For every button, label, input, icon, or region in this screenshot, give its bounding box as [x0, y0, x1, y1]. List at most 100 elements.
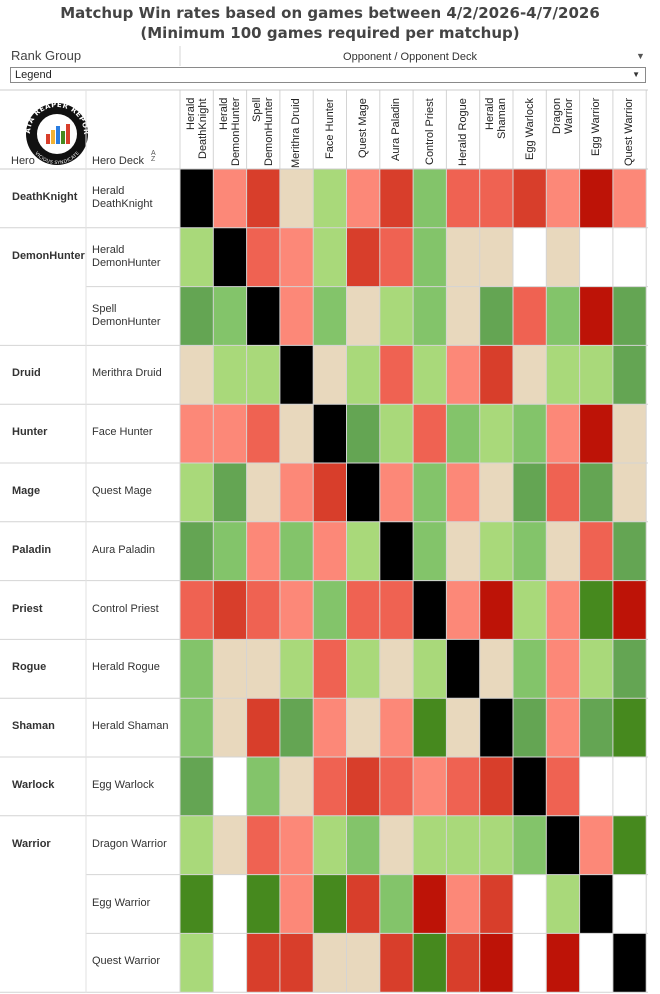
heatmap-cell[interactable]	[180, 227, 214, 287]
heatmap-cell[interactable]	[213, 463, 247, 522]
heatmap-cell[interactable]	[579, 286, 613, 346]
heatmap-cell[interactable]	[612, 757, 647, 816]
heatmap-cell[interactable]	[513, 345, 547, 405]
heatmap-cell[interactable]	[313, 815, 347, 875]
heatmap-cell[interactable]	[180, 874, 214, 934]
heatmap-cell[interactable]	[546, 580, 580, 640]
heatmap-cell[interactable]	[612, 580, 647, 640]
heatmap-cell[interactable]	[279, 227, 314, 287]
heatmap-cell[interactable]	[246, 404, 280, 463]
heatmap-cell[interactable]	[479, 933, 513, 993]
heatmap-cell[interactable]	[180, 345, 214, 405]
heatmap-cell[interactable]	[346, 933, 380, 993]
heatmap-cell[interactable]	[479, 345, 513, 405]
rank-group-dropdown[interactable]: Legend ▼	[10, 67, 646, 83]
heatmap-cell[interactable]	[246, 933, 280, 993]
heatmap-cell[interactable]	[279, 580, 314, 640]
heatmap-cell[interactable]	[513, 639, 547, 699]
heatmap-cell[interactable]	[612, 815, 647, 875]
heatmap-cell[interactable]	[180, 169, 214, 228]
heatmap-cell[interactable]	[279, 698, 314, 757]
heatmap-cell[interactable]	[213, 757, 247, 816]
heatmap-cell[interactable]	[279, 933, 314, 993]
heatmap-cell[interactable]	[213, 815, 247, 875]
heatmap-cell[interactable]	[246, 345, 280, 405]
heatmap-cell[interactable]	[413, 874, 447, 934]
heatmap-cell[interactable]	[180, 933, 214, 993]
heatmap-cell[interactable]	[546, 933, 580, 993]
heatmap-cell[interactable]	[180, 639, 214, 699]
heatmap-cell[interactable]	[213, 169, 247, 228]
heatmap-cell[interactable]	[479, 815, 513, 875]
heatmap-cell[interactable]	[379, 169, 414, 228]
heatmap-cell[interactable]	[479, 580, 513, 640]
heatmap-cell[interactable]	[546, 815, 580, 875]
heatmap-cell[interactable]	[579, 345, 613, 405]
heatmap-cell[interactable]	[612, 933, 647, 993]
heatmap-cell[interactable]	[446, 933, 480, 993]
heatmap-cell[interactable]	[279, 286, 314, 346]
heatmap-cell[interactable]	[513, 404, 547, 463]
heatmap-cell[interactable]	[279, 639, 314, 699]
heatmap-cell[interactable]	[413, 698, 447, 757]
heatmap-cell[interactable]	[479, 463, 513, 522]
heatmap-cell[interactable]	[546, 639, 580, 699]
heatmap-cell[interactable]	[379, 404, 414, 463]
heatmap-cell[interactable]	[579, 580, 613, 640]
heatmap-cell[interactable]	[346, 404, 380, 463]
heatmap-cell[interactable]	[213, 639, 247, 699]
heatmap-cell[interactable]	[279, 404, 314, 463]
heatmap-cell[interactable]	[313, 227, 347, 287]
heatmap-cell[interactable]	[612, 639, 647, 699]
heatmap-cell[interactable]	[446, 345, 480, 405]
heatmap-cell[interactable]	[446, 169, 480, 228]
heatmap-cell[interactable]	[413, 345, 447, 405]
heatmap-cell[interactable]	[579, 874, 613, 934]
heatmap-cell[interactable]	[579, 463, 613, 522]
heatmap-cell[interactable]	[579, 815, 613, 875]
heatmap-cell[interactable]	[446, 757, 480, 816]
heatmap-cell[interactable]	[346, 698, 380, 757]
heatmap-cell[interactable]	[213, 286, 247, 346]
heatmap-cell[interactable]	[180, 521, 214, 581]
heatmap-cell[interactable]	[180, 698, 214, 757]
heatmap-cell[interactable]	[279, 463, 314, 522]
heatmap-cell[interactable]	[246, 815, 280, 875]
heatmap-cell[interactable]	[513, 874, 547, 934]
heatmap-cell[interactable]	[279, 521, 314, 581]
heatmap-cell[interactable]	[279, 874, 314, 934]
heatmap-cell[interactable]	[346, 874, 380, 934]
heatmap-cell[interactable]	[513, 933, 547, 993]
heatmap-cell[interactable]	[546, 521, 580, 581]
heatmap-cell[interactable]	[346, 580, 380, 640]
heatmap-cell[interactable]	[479, 286, 513, 346]
heatmap-cell[interactable]	[313, 874, 347, 934]
heatmap-cell[interactable]	[546, 286, 580, 346]
heatmap-cell[interactable]	[479, 521, 513, 581]
heatmap-cell[interactable]	[446, 580, 480, 640]
heatmap-cell[interactable]	[446, 286, 480, 346]
heatmap-cell[interactable]	[313, 521, 347, 581]
heatmap-cell[interactable]	[213, 521, 247, 581]
heatmap-cell[interactable]	[379, 639, 414, 699]
heatmap-cell[interactable]	[612, 463, 647, 522]
heatmap-cell[interactable]	[413, 521, 447, 581]
hero-deck-column-header[interactable]: Hero Deck	[92, 155, 144, 167]
heatmap-cell[interactable]	[546, 757, 580, 816]
heatmap-cell[interactable]	[346, 345, 380, 405]
heatmap-cell[interactable]	[379, 815, 414, 875]
heatmap-cell[interactable]	[346, 169, 380, 228]
heatmap-cell[interactable]	[446, 698, 480, 757]
heatmap-cell[interactable]	[213, 933, 247, 993]
heatmap-cell[interactable]	[479, 169, 513, 228]
heatmap-cell[interactable]	[612, 227, 647, 287]
opponent-deck-label[interactable]: Opponent / Opponent Deck	[343, 51, 477, 63]
heatmap-cell[interactable]	[313, 580, 347, 640]
heatmap-cell[interactable]	[379, 227, 414, 287]
heatmap-cell[interactable]	[479, 874, 513, 934]
chevron-down-icon[interactable]: ▼	[632, 70, 640, 79]
heatmap-cell[interactable]	[479, 404, 513, 463]
heatmap-cell[interactable]	[446, 404, 480, 463]
heatmap-cell[interactable]	[279, 757, 314, 816]
